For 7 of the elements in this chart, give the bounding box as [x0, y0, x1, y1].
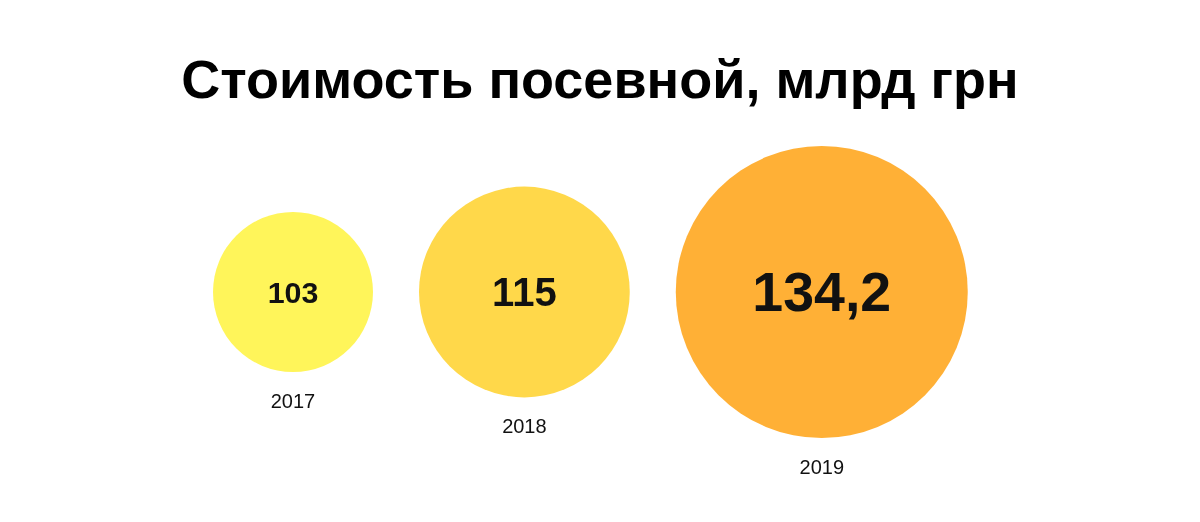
data-label: 115 — [492, 270, 557, 314]
category-label: 2018 — [502, 415, 547, 438]
data-label: 103 — [267, 275, 319, 309]
category-label: 2019 — [799, 456, 845, 478]
category-label: 2017 — [270, 390, 316, 412]
data-label: 134,2 — [752, 261, 892, 323]
text: Стоимость посевной, млрд грн — [181, 49, 1019, 109]
